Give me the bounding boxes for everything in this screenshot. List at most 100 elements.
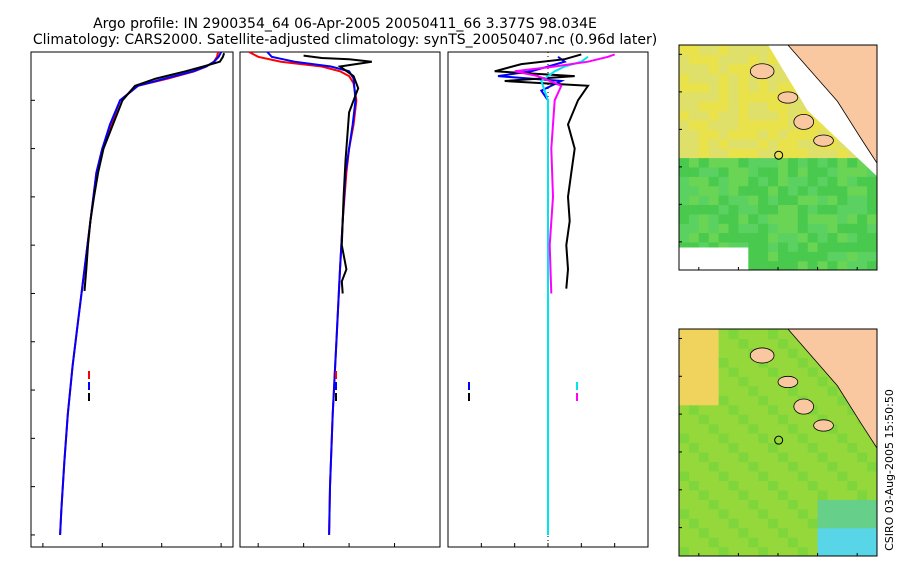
map-cell <box>738 129 749 140</box>
map-cell <box>778 546 789 556</box>
map-cell <box>758 423 769 434</box>
map-cell <box>738 347 749 358</box>
map-cell <box>679 213 690 224</box>
map-cell <box>688 489 700 500</box>
map-cell <box>679 73 690 84</box>
map-cell <box>797 480 809 491</box>
map-cell <box>698 537 710 548</box>
map-cell <box>738 546 749 556</box>
map-cell <box>787 166 799 177</box>
map-cell <box>698 414 710 425</box>
map-cell <box>847 166 858 177</box>
map-cell <box>708 157 720 168</box>
map-cell <box>857 527 868 538</box>
map-cell <box>827 499 838 510</box>
map-cell <box>837 442 848 453</box>
map-cell <box>738 157 749 168</box>
map-cell <box>807 260 819 270</box>
map-cell <box>857 470 868 481</box>
map-cell <box>758 166 769 177</box>
map-cell <box>688 63 700 74</box>
map-cell <box>807 508 819 519</box>
map-image <box>679 329 877 556</box>
map-cell <box>768 148 779 159</box>
map-cell <box>787 101 799 112</box>
map-cell <box>728 204 739 215</box>
map-cell <box>688 54 700 65</box>
map-cell <box>718 423 730 434</box>
map-cell <box>787 148 799 159</box>
map-cell <box>768 185 779 196</box>
map-cell <box>738 376 749 387</box>
map-cell <box>827 166 838 177</box>
map-cell <box>728 452 739 463</box>
map-cell <box>728 138 739 149</box>
map-cell <box>758 433 769 444</box>
map-cell <box>837 433 848 444</box>
map-cell <box>718 404 730 415</box>
map-cell <box>768 499 779 510</box>
map-cell <box>817 204 829 215</box>
map-cell <box>728 232 739 243</box>
map-cell <box>837 232 848 243</box>
map-cell <box>837 489 848 500</box>
map-cell <box>768 442 779 453</box>
map-cell <box>797 138 809 149</box>
map-cell <box>778 195 789 205</box>
map-cell <box>728 376 739 387</box>
map-cell <box>867 480 877 491</box>
map-cell <box>797 129 809 140</box>
map-cell <box>758 195 769 205</box>
map-cell <box>837 260 848 270</box>
map-cell <box>748 101 759 112</box>
map-cell <box>787 120 799 130</box>
map-cell <box>698 120 710 130</box>
map-cell <box>708 376 720 387</box>
map-cell <box>698 204 710 215</box>
map-cell <box>827 241 838 252</box>
map-cell <box>867 527 877 538</box>
map-cell <box>807 518 819 529</box>
map-cell <box>847 518 858 529</box>
map-cell <box>708 385 720 396</box>
map-cell <box>778 223 789 234</box>
map-cell <box>807 385 819 396</box>
map-cell <box>857 260 868 270</box>
map-cell <box>728 148 739 159</box>
map-cell <box>758 452 769 463</box>
map-cell <box>758 138 769 149</box>
map-cell <box>758 185 769 196</box>
map-cell <box>679 241 690 252</box>
map-cell <box>718 442 730 453</box>
map-cell <box>797 232 809 243</box>
map-cell <box>698 82 710 93</box>
map-cell <box>807 232 819 243</box>
map-cell <box>738 461 749 472</box>
map-cell <box>708 518 720 529</box>
map-cell <box>807 366 819 377</box>
map-cell <box>688 185 700 196</box>
map-cell <box>748 223 759 234</box>
map-cell <box>778 101 789 112</box>
map-cell <box>748 54 759 65</box>
map-cell <box>718 357 730 368</box>
map-cell <box>837 213 848 224</box>
map-cell <box>837 518 848 529</box>
map-cell <box>778 338 789 349</box>
map-cell <box>867 499 877 510</box>
land-sumatra <box>787 329 877 449</box>
map-cell <box>748 546 759 556</box>
map-cell <box>768 470 779 481</box>
map-cell <box>768 120 779 130</box>
map-cell <box>847 423 858 434</box>
map-cell <box>768 82 779 93</box>
map-cell <box>778 176 789 187</box>
map-cell <box>718 213 730 224</box>
map-cell <box>758 223 769 234</box>
map-cell <box>817 366 829 377</box>
map-cell <box>718 45 730 55</box>
map-cell <box>698 366 710 377</box>
map-cell <box>787 470 799 481</box>
map-cell <box>867 508 877 519</box>
map-cell <box>698 461 710 472</box>
